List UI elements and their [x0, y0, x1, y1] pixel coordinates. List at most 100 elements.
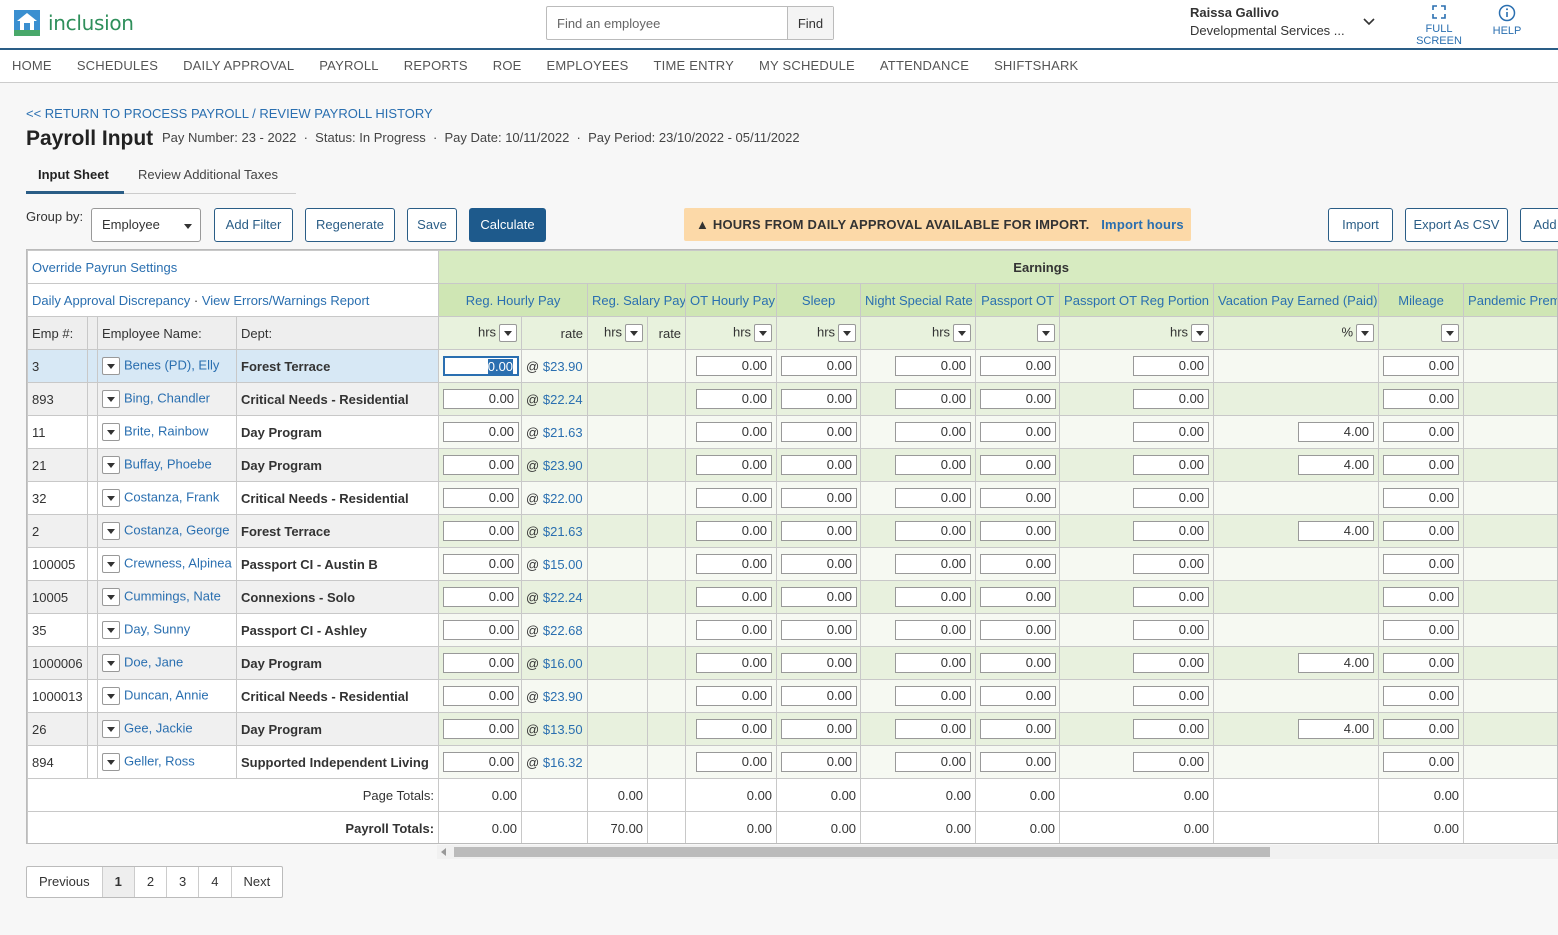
hours-input[interactable]: 0.00 — [781, 422, 858, 442]
hours-input[interactable]: 0.00 — [895, 356, 972, 376]
hours-input[interactable]: 0.00 — [781, 389, 858, 409]
hours-input[interactable]: 0.00 — [781, 356, 858, 376]
hours-input[interactable]: 0.00 — [443, 587, 520, 607]
hours-input[interactable]: 0.00 — [1133, 389, 1210, 409]
unit-dropdown[interactable] — [625, 324, 644, 342]
hours-input[interactable]: 0.00 — [696, 719, 773, 739]
unit-dropdown[interactable] — [754, 324, 773, 342]
hours-input[interactable]: 0.00 — [980, 752, 1057, 772]
hours-input[interactable]: 0.00 — [1383, 587, 1460, 607]
row-menu-dropdown[interactable] — [102, 720, 120, 738]
employee-name-link[interactable]: Brite, Rainbow — [124, 423, 209, 439]
col-passport-ot[interactable]: Passport OT — [975, 283, 1061, 317]
employee-name-link[interactable]: Geller, Ross — [124, 753, 195, 769]
rate-value[interactable]: $22.00 — [542, 490, 583, 506]
rate-value[interactable]: $13.50 — [542, 721, 583, 737]
hours-input[interactable]: 0.00 — [1383, 488, 1460, 508]
unit-dropdown[interactable] — [1037, 324, 1056, 342]
hours-input[interactable]: 4.00 — [1298, 455, 1375, 475]
hours-input[interactable]: 0.00 — [980, 587, 1057, 607]
hours-input[interactable]: 0.00 — [1383, 653, 1460, 673]
page-2-button[interactable]: 2 — [135, 867, 168, 897]
unit-dropdown[interactable] — [1356, 324, 1375, 342]
hours-input[interactable]: 0.00 — [1133, 653, 1210, 673]
hours-input[interactable]: 0.00 — [781, 752, 858, 772]
col-sleep[interactable]: Sleep — [776, 283, 862, 317]
hours-input[interactable]: 0.00 — [781, 719, 858, 739]
employee-name-link[interactable]: Costanza, Frank — [124, 489, 220, 505]
col-night-special-rate[interactable]: Night Special Rate — [860, 283, 977, 317]
row-menu-dropdown[interactable] — [102, 522, 120, 540]
regenerate-button[interactable]: Regenerate — [305, 208, 395, 242]
hours-input[interactable]: 0.00 — [980, 719, 1057, 739]
hours-input[interactable]: 4.00 — [1298, 422, 1375, 442]
horizontal-scrollbar[interactable] — [437, 845, 1558, 859]
hours-input[interactable]: 0.00 — [781, 620, 858, 640]
col-reg-hourly-pay[interactable]: Reg. Hourly Pay — [438, 283, 589, 317]
hours-input[interactable]: 0.00 — [443, 620, 520, 640]
find-button[interactable]: Find — [787, 7, 833, 39]
hours-input[interactable]: 0.00 — [781, 554, 858, 574]
hours-input[interactable]: 0.00 — [1383, 554, 1460, 574]
hours-input[interactable]: 0.00 — [781, 488, 858, 508]
nav-reports[interactable]: REPORTS — [403, 58, 468, 73]
hours-input[interactable]: 0.00 — [696, 686, 773, 706]
hours-input[interactable]: 0.00 — [895, 521, 972, 541]
hours-input[interactable]: 0.00 — [781, 587, 858, 607]
nav-my-schedule[interactable]: MY SCHEDULE — [759, 58, 855, 73]
nav-roe[interactable]: ROE — [492, 58, 522, 73]
hours-input[interactable]: 0.00 — [696, 389, 773, 409]
rate-value[interactable]: $23.90 — [542, 358, 583, 374]
hours-input[interactable]: 0.00 — [781, 653, 858, 673]
row-menu-dropdown[interactable] — [102, 621, 120, 639]
hours-input[interactable]: 0.00 — [895, 653, 972, 673]
return-link[interactable]: << RETURN TO PROCESS PAYROLL / REVIEW PA… — [26, 106, 433, 121]
unit-dropdown[interactable] — [838, 324, 857, 342]
daily-approval-discrepancy-link[interactable]: Daily Approval Discrepancy — [32, 292, 191, 308]
col-ot-hourly-pay[interactable]: OT Hourly Pay — [685, 283, 778, 317]
hours-input[interactable]: 0.00 — [781, 455, 858, 475]
hours-input[interactable]: 0.00 — [980, 554, 1057, 574]
hours-input[interactable]: 0.00 — [1133, 455, 1210, 475]
col-passport-ot-reg-portion[interactable]: Passport OT Reg Portion — [1059, 283, 1215, 317]
hours-input[interactable]: 0.00 — [980, 521, 1057, 541]
hours-input[interactable]: 0.00 — [696, 488, 773, 508]
nav-attendance[interactable]: ATTENDANCE — [879, 58, 970, 73]
col-mileage[interactable]: Mileage — [1378, 283, 1465, 317]
page-4-button[interactable]: 4 — [199, 867, 232, 897]
row-menu-dropdown[interactable] — [102, 357, 120, 375]
hours-input[interactable]: 0.00 — [781, 686, 858, 706]
hours-input[interactable]: 0.00 — [443, 653, 520, 673]
hours-input[interactable]: 0.00 — [895, 719, 972, 739]
hours-input[interactable]: 0.00 — [696, 587, 773, 607]
hours-input[interactable]: 0.00 — [443, 554, 520, 574]
employee-name-link[interactable]: Gee, Jackie — [124, 720, 193, 736]
row-menu-dropdown[interactable] — [102, 555, 120, 573]
nav-shiftshark[interactable]: SHIFTSHARK — [994, 58, 1079, 73]
hours-input[interactable]: 0.00 — [443, 389, 520, 409]
hours-input[interactable]: 0.00 — [980, 455, 1057, 475]
rate-value[interactable]: $22.68 — [542, 622, 583, 638]
col-reg-salary-pay[interactable]: Reg. Salary Pay — [587, 283, 687, 317]
export-csv-button[interactable]: Export As CSV — [1405, 208, 1508, 242]
hours-input[interactable]: 0.00 — [1133, 356, 1210, 376]
hours-input[interactable]: 0.00 — [980, 422, 1057, 442]
unit-dropdown[interactable] — [953, 324, 972, 342]
hours-input[interactable]: 0.00 — [443, 356, 520, 376]
employee-name-link[interactable]: Benes (PD), Elly — [124, 357, 220, 373]
hours-input[interactable]: 0.00 — [895, 587, 972, 607]
rate-value[interactable]: $16.00 — [542, 655, 583, 671]
hours-input[interactable]: 0.00 — [1133, 752, 1210, 772]
fullscreen-button[interactable]: FULL SCREEN — [1403, 4, 1475, 47]
hours-input[interactable]: 0.00 — [443, 752, 520, 772]
row-menu-dropdown[interactable] — [102, 654, 120, 672]
hours-input[interactable]: 0.00 — [696, 620, 773, 640]
hours-input[interactable]: 0.00 — [443, 455, 520, 475]
hours-input[interactable]: 0.00 — [1383, 686, 1460, 706]
scrollbar-thumb[interactable] — [454, 847, 1270, 857]
add-button[interactable]: Add — [1520, 208, 1558, 242]
employee-name-link[interactable]: Costanza, George — [124, 522, 230, 538]
nav-schedules[interactable]: SCHEDULES — [76, 58, 159, 73]
hours-input[interactable]: 0.00 — [895, 389, 972, 409]
hours-input[interactable]: 0.00 — [443, 422, 520, 442]
